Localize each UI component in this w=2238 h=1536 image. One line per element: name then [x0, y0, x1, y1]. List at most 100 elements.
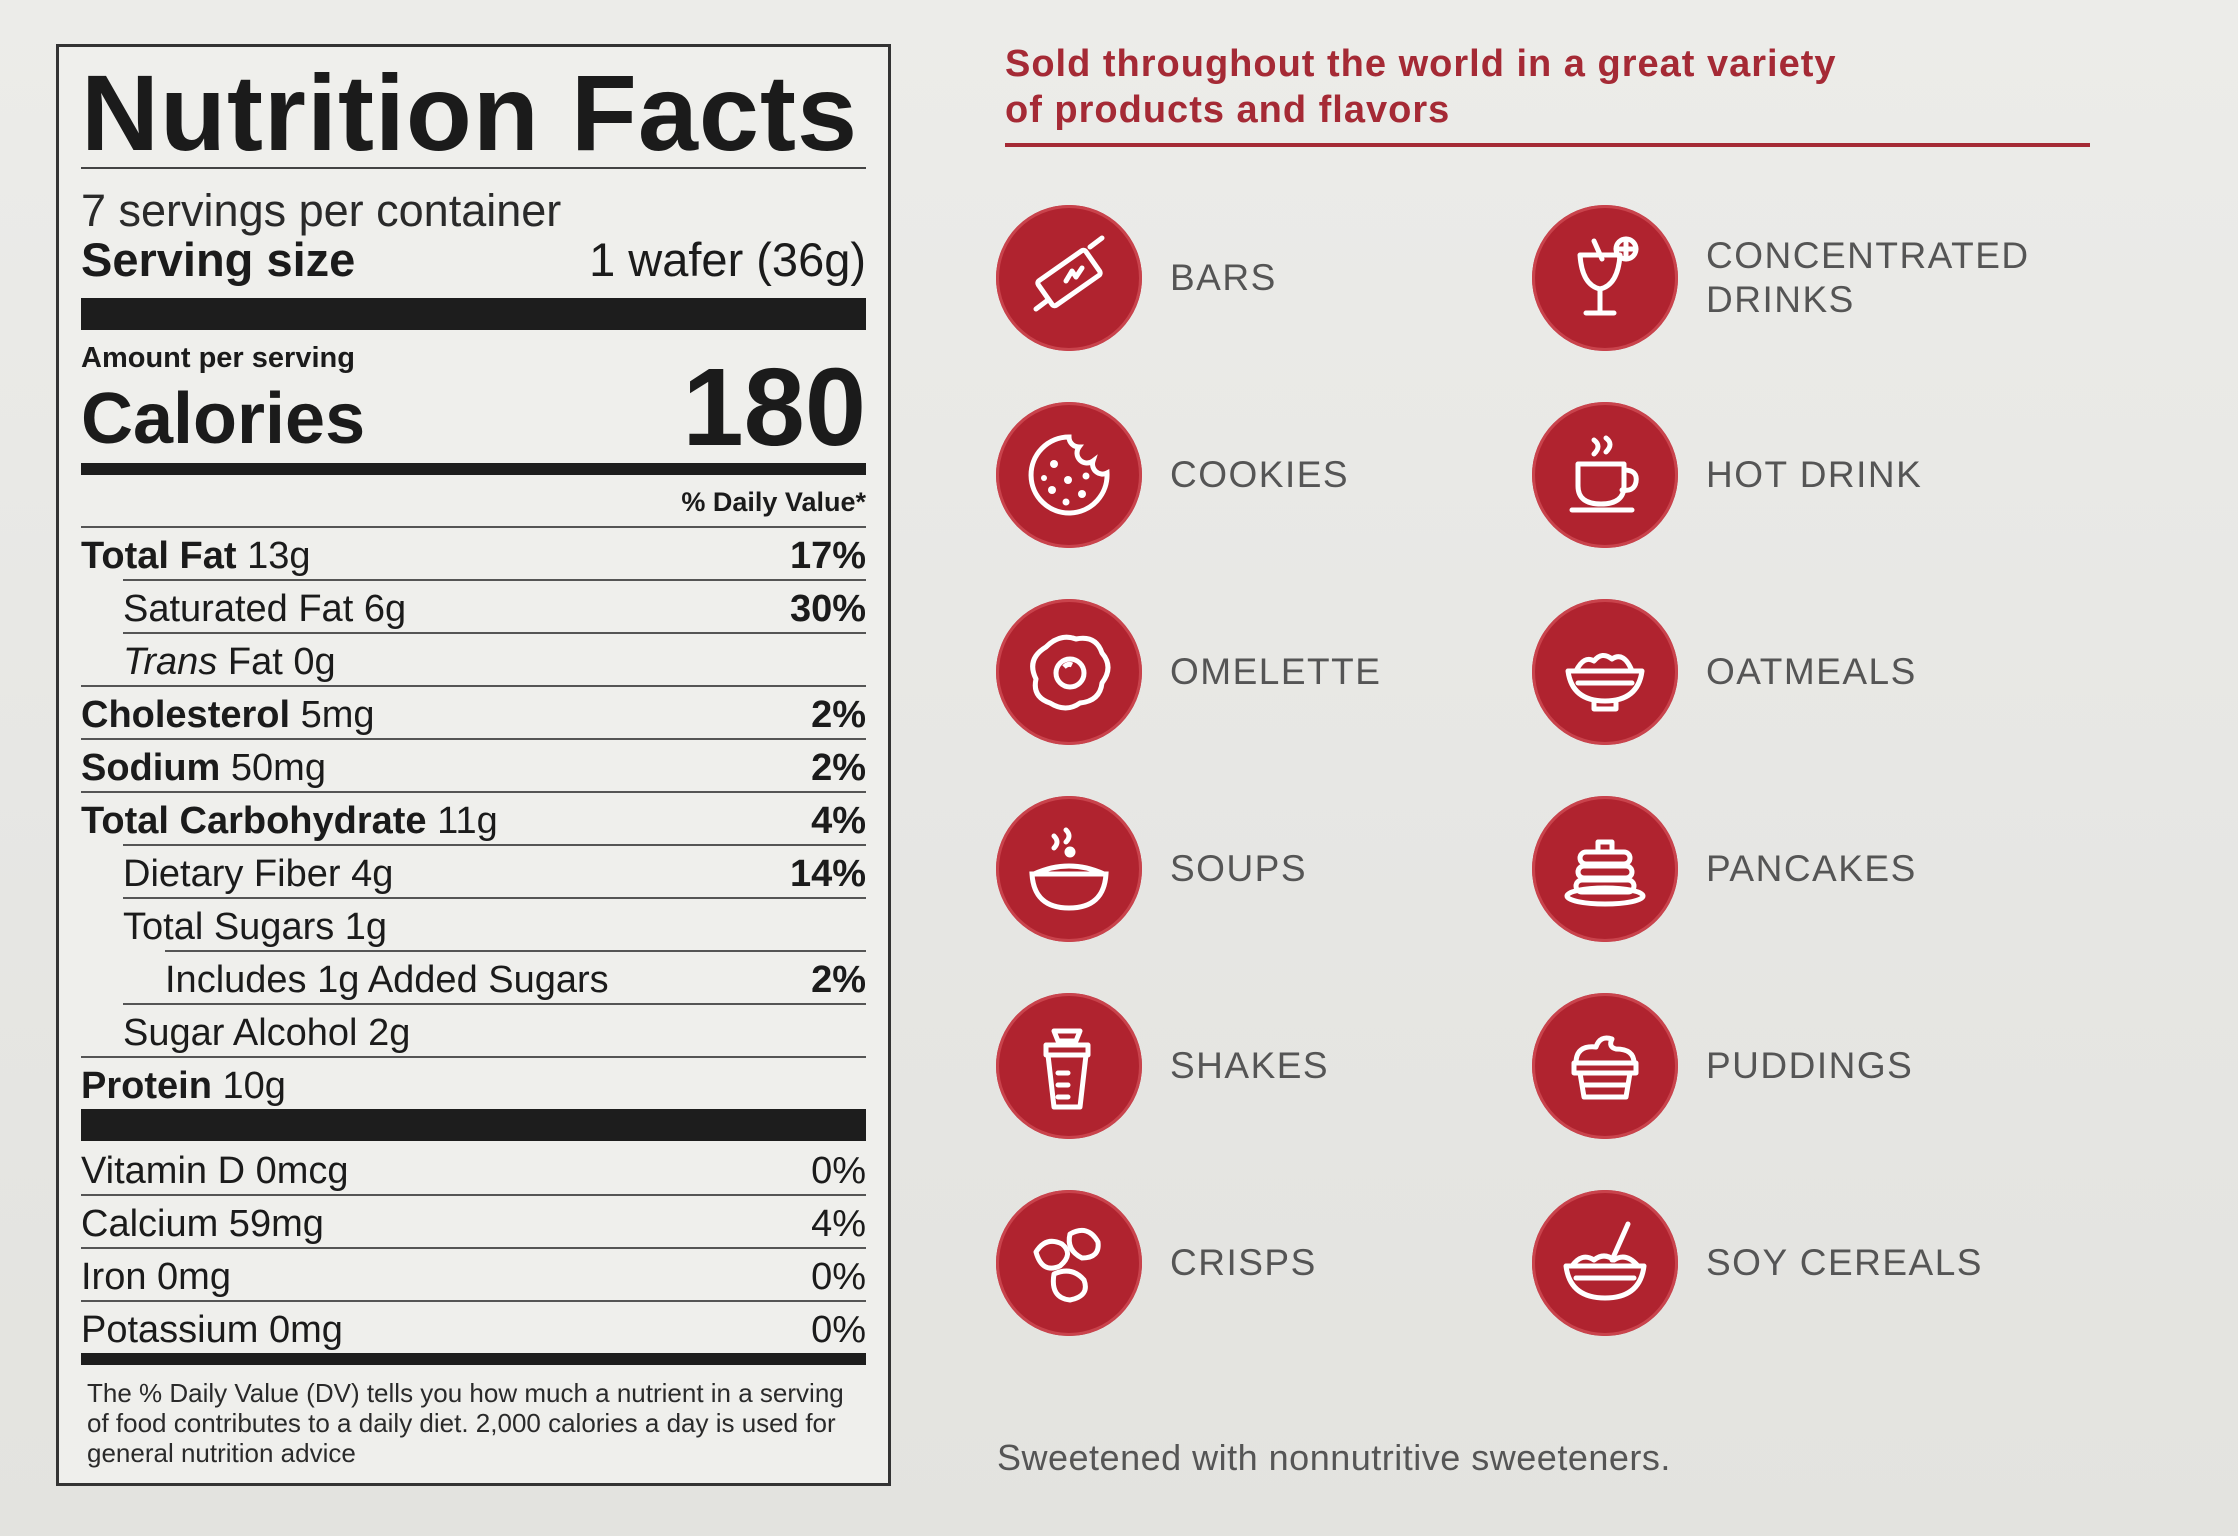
product-label: SOY CEREALS [1706, 1241, 1983, 1283]
product-item-oatmeals: OATMEALS [1532, 599, 1917, 745]
nutrient-amount: 4g [351, 852, 394, 895]
vitamin-percent: 0% [811, 1255, 866, 1298]
nutrient-row-total-carbohydrate: Total Carbohydrate 11g 4% [81, 790, 866, 844]
sweetener-note: Sweetened with nonnutritive sweeteners. [997, 1437, 1671, 1478]
vitamin-row-calcium: Calcium 59mg 4% [81, 1193, 866, 1247]
nutrient-amount: 5mg [300, 693, 375, 736]
calories-row: Calories 180 [81, 345, 866, 469]
headline-line-1: Sold throughout the world in a great var… [1005, 43, 1837, 85]
product-label: OATMEALS [1706, 650, 1917, 692]
nutrient-name: Total Fat [81, 534, 237, 577]
nutrient-percent: 14% [789, 852, 866, 895]
product-label: OMELETTE [1170, 650, 1382, 692]
product-label: CRISPS [1170, 1241, 1317, 1283]
vitamin-name: Vitamin D 0mcg [81, 1149, 349, 1192]
calories-label: Calories [81, 378, 366, 459]
nutrient-row-protein: Protein 10g [81, 1055, 866, 1109]
product-label: SOUPS [1170, 847, 1308, 889]
nutrient-row-dietary-fiber: Dietary Fiber 4g 14% [81, 843, 866, 897]
calories-value: 180 [682, 345, 866, 469]
product-label: PUDDINGS [1706, 1044, 1914, 1086]
nutrient-percent: 17% [789, 534, 866, 577]
nutrient-percent: 2% [811, 693, 866, 736]
nutrient-name: Fat [227, 640, 283, 683]
vitamin-name: Iron 0mg [81, 1255, 231, 1298]
nutrient-amount: 0g [293, 640, 336, 683]
nutrition-facts-label: Nutrition Facts 7 servings per container… [56, 44, 891, 1486]
product-item-soups: SOUPS [996, 796, 1307, 942]
products-headline: Sold throughout the world in a great var… [1005, 42, 1837, 133]
nutrition-title: Nutrition Facts [81, 52, 859, 173]
product-label: BARS [1170, 256, 1277, 298]
nutrient-row-sodium: Sodium 50mg 2% [81, 737, 866, 791]
nutrient-amount: 2g [368, 1011, 411, 1054]
nutrient-amount: 6g [363, 587, 407, 630]
oatmeal-bowl-icon [1532, 599, 1678, 745]
vitamin-percent: 0% [811, 1149, 866, 1192]
product-item-pancakes: PANCAKES [1532, 796, 1917, 942]
cocktail-icon [1532, 205, 1678, 351]
amount-per-serving: Amount per serving [81, 341, 355, 374]
shaker-icon [996, 993, 1142, 1139]
product-label: COOKIES [1170, 453, 1350, 495]
daily-value-footnote: The % Daily Value (DV) tells you how muc… [87, 1377, 844, 1468]
bar-icon [996, 205, 1142, 351]
nutrient-row-trans-fat: Trans Fat 0g [81, 631, 866, 685]
product-label: CONCENTRATED DRINKS [1706, 234, 2030, 320]
daily-value-header: % Daily Value* [681, 486, 866, 517]
nutrient-percent: 30% [789, 587, 866, 630]
nutrient-name: Saturated Fat [123, 587, 354, 630]
product-item-bars: BARS [996, 205, 1277, 351]
thick-divider [81, 297, 866, 330]
nutrient-amount: 10g [222, 1064, 286, 1107]
vitamin-name: Calcium 59mg [81, 1202, 324, 1245]
pudding-icon [1532, 993, 1678, 1139]
nutrient-name-italic: Trans [123, 640, 218, 683]
nutrient-name: Total Carbohydrate [81, 799, 427, 842]
nutrient-percent: 2% [811, 958, 866, 1001]
nutrient-row-added-sugars: Includes 1g Added Sugars 2% [81, 949, 866, 1003]
product-item-hot-drink: HOT DRINK [1532, 402, 1922, 548]
headline-underline [1005, 143, 2090, 147]
nutrient-row-total-sugars: Total Sugars 1g [81, 896, 866, 950]
nutrient-row-cholesterol: Cholesterol 5mg 2% [81, 684, 866, 738]
nutrient-amount: 1g [344, 905, 388, 948]
thick-divider [81, 1108, 866, 1141]
nutrient-name: Protein [81, 1064, 212, 1107]
nutrient-row-saturated-fat: Saturated Fat 6g 30% [81, 578, 866, 632]
product-item-soy-cereals: SOY CEREALS [1532, 1190, 1983, 1336]
serving-size-label: Serving size [81, 233, 356, 287]
nutrient-name: Dietary Fiber [123, 852, 341, 895]
nutrient-percent: 4% [811, 799, 866, 842]
product-item-omelette: OMELETTE [996, 599, 1381, 745]
soup-bowl-icon [996, 796, 1142, 942]
nutrient-amount: 11g [437, 799, 498, 842]
nutrient-row-total-fat: Total Fat 13g 17% [81, 525, 866, 579]
product-item-concentrated-drinks: CONCENTRATED DRINKS [1532, 205, 2030, 351]
product-item-shakes: SHAKES [996, 993, 1329, 1139]
nutrient-name: Sugar Alcohol [123, 1011, 358, 1054]
egg-icon [996, 599, 1142, 745]
vitamin-row-vitamin-d: Vitamin D 0mcg 0% [81, 1141, 866, 1194]
product-label: HOT DRINK [1706, 453, 1923, 495]
nutrient-name: Total Sugars [123, 905, 335, 948]
nutrient-percent: 2% [811, 746, 866, 789]
crisps-icon [996, 1190, 1142, 1336]
product-item-puddings: PUDDINGS [1532, 993, 1913, 1139]
divider [81, 167, 866, 169]
nutrient-amount: 13g [247, 534, 311, 577]
headline-line-2: of products and flavors [1005, 88, 1451, 131]
nutrient-name: Includes 1g Added Sugars [165, 958, 609, 1001]
medium-divider [81, 1352, 866, 1365]
servings-per-container: 7 servings per container [81, 185, 562, 236]
nutrient-name: Sodium [81, 746, 221, 789]
serving-size-value: 1 wafer (36g) [589, 233, 866, 287]
product-label: PANCAKES [1706, 847, 1917, 889]
nutrient-amount: 50mg [230, 746, 326, 789]
vitamin-name: Potassium 0mg [81, 1308, 343, 1351]
product-item-crisps: CRISPS [996, 1190, 1317, 1336]
vitamin-row-potassium: Potassium 0mg 0% [81, 1299, 866, 1353]
serving-size: Serving size 1 wafer (36g) [81, 234, 866, 286]
hot-cup-icon [1532, 402, 1678, 548]
vitamin-row-iron: Iron 0mg 0% [81, 1246, 866, 1300]
